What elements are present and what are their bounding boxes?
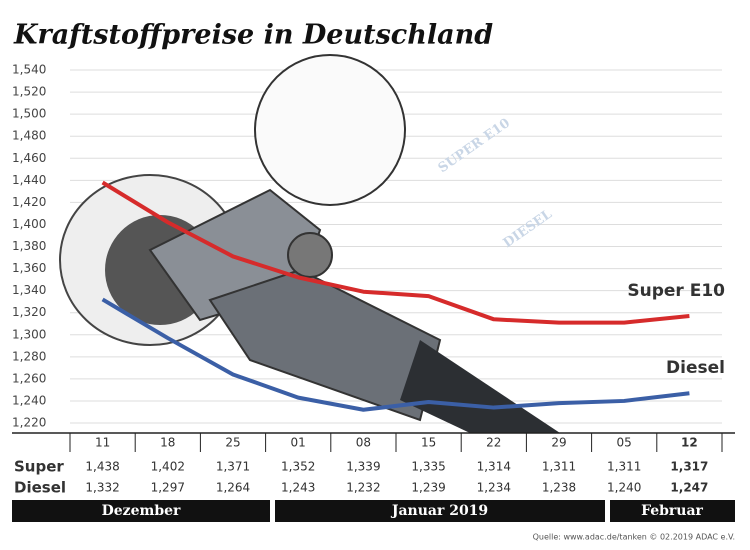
value-label: 1,297 — [151, 481, 185, 495]
value-label: 1,264 — [216, 481, 250, 495]
value-label: 1,232 — [346, 481, 380, 495]
x-tick-label: 22 — [486, 436, 501, 450]
x-tick-label: 01 — [291, 436, 306, 450]
value-label: 1,247 — [670, 481, 708, 495]
y-tick-label: 1,320 — [12, 305, 46, 319]
y-tick-label: 1,460 — [12, 151, 46, 165]
hose — [400, 340, 560, 433]
value-label: 1,352 — [281, 460, 315, 474]
period-bar — [12, 500, 270, 522]
period-label: Februar — [641, 503, 703, 519]
y-tick-label: 1,480 — [12, 129, 46, 143]
y-tick-label: 1,380 — [12, 239, 46, 253]
decoration-text: DIESEL — [501, 207, 555, 251]
y-tick-label: 1,240 — [12, 393, 46, 407]
x-tick-label: 08 — [356, 436, 371, 450]
period-label: Dezember — [102, 503, 181, 519]
y-tick-label: 1,440 — [12, 173, 46, 187]
y-tick-label: 1,360 — [12, 261, 46, 275]
period-bar — [610, 500, 735, 522]
fuel-nozzle-illustration — [59, 54, 560, 433]
value-label: 1,438 — [85, 460, 119, 474]
x-tick-label: 25 — [225, 436, 240, 450]
y-tick-label: 1,420 — [12, 195, 46, 209]
value-label: 1,243 — [281, 481, 315, 495]
chart-title: Kraftstoffpreise in Deutschland — [13, 20, 493, 51]
x-tick-label: 11 — [95, 436, 110, 450]
value-label: 1,335 — [411, 460, 445, 474]
source: Quelle: www.adac.de/tanken © 02.2019 ADA… — [533, 533, 735, 542]
x-tick-label: 15 — [421, 436, 436, 450]
series-label: Diesel — [666, 358, 725, 378]
value-label: 1,332 — [85, 481, 119, 495]
series-label: Super E10 — [627, 281, 725, 301]
value-label: 1,371 — [216, 460, 250, 474]
tank-lid — [254, 54, 406, 206]
series-line — [101, 297, 690, 412]
x-tick-label: 05 — [617, 436, 632, 450]
series-line — [101, 180, 690, 325]
decoration-text: SUPER E10 — [436, 116, 513, 176]
value-label: 1,311 — [542, 460, 576, 474]
y-tick-label: 1,220 — [12, 416, 46, 430]
row-label: Diesel — [14, 479, 66, 497]
x-tick-label: 18 — [160, 436, 175, 450]
period-label: Januar 2019 — [390, 503, 488, 519]
value-label: 1,311 — [607, 460, 641, 474]
y-tick-label: 1,540 — [12, 63, 46, 77]
value-label: 1,314 — [477, 460, 511, 474]
y-tick-label: 1,300 — [12, 327, 46, 341]
y-tick-label: 1,500 — [12, 107, 46, 121]
row-label: Super — [14, 458, 64, 476]
y-tick-label: 1,260 — [12, 371, 46, 385]
y-tick-label: 1,520 — [12, 85, 46, 99]
value-label: 1,240 — [607, 481, 641, 495]
cap — [287, 232, 333, 278]
period-bar — [275, 500, 605, 522]
value-label: 1,317 — [670, 460, 708, 474]
value-label: 1,238 — [542, 481, 576, 495]
y-tick-label: 1,400 — [12, 217, 46, 231]
value-label: 1,239 — [411, 481, 445, 495]
value-label: 1,402 — [151, 460, 185, 474]
value-label: 1,339 — [346, 460, 380, 474]
x-tick-label: 29 — [551, 436, 566, 450]
y-tick-label: 1,340 — [12, 283, 46, 297]
value-label: 1,234 — [477, 481, 511, 495]
x-tick-label: 12 — [681, 436, 698, 450]
y-tick-label: 1,280 — [12, 349, 46, 363]
